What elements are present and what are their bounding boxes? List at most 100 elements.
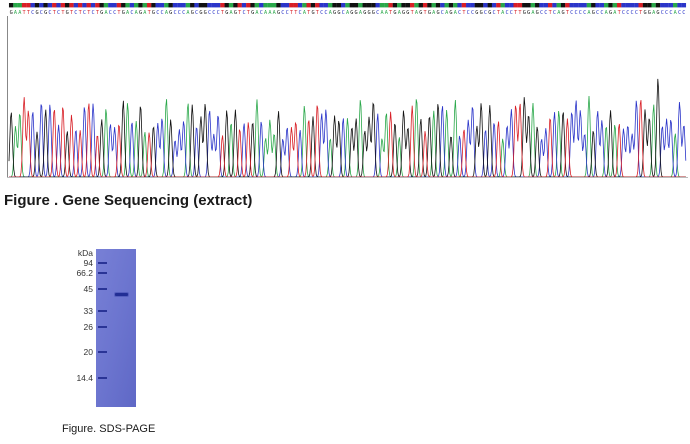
base-square: [43, 3, 48, 8]
base-letter: C: [173, 10, 176, 16]
base-letter: A: [674, 10, 678, 16]
base-square: [621, 3, 626, 8]
base-square: [276, 3, 281, 8]
base-letter: G: [536, 10, 539, 16]
base-square: [591, 3, 596, 8]
base-letter: G: [562, 10, 565, 16]
base-square: [60, 3, 66, 8]
sample-band-glow: [114, 292, 129, 297]
base-letter: A: [432, 10, 436, 16]
base-letter: C: [596, 10, 599, 16]
base-letter: G: [527, 10, 530, 16]
base-square: [522, 3, 527, 8]
base-letter: C: [510, 10, 513, 16]
base-square: [500, 3, 505, 8]
base-letter: C: [182, 10, 185, 16]
base-square: [224, 3, 229, 8]
base-square: [526, 3, 531, 8]
base-square: [509, 3, 514, 8]
base-square: [569, 3, 574, 8]
base-square: [190, 3, 195, 8]
base-square: [362, 3, 367, 8]
base-letter: G: [393, 10, 396, 16]
base-letter: C: [505, 10, 508, 16]
base-square: [668, 3, 674, 8]
base-letter: C: [48, 10, 51, 16]
base-square: [448, 3, 454, 8]
base-square: [388, 3, 393, 8]
base-letter: C: [286, 10, 289, 16]
sample-band: [115, 293, 128, 296]
base-square: [651, 3, 656, 8]
base-square: [397, 3, 402, 8]
base-square: [155, 3, 160, 8]
base-square: [353, 3, 359, 8]
base-letter: C: [57, 10, 60, 16]
base-square: [13, 3, 18, 8]
base-square: [440, 3, 445, 8]
base-square: [267, 3, 273, 8]
base-quality-squares: [8, 3, 687, 8]
base-letter: G: [355, 10, 358, 16]
base-square: [371, 3, 376, 8]
base-letter: C: [376, 10, 379, 16]
base-letter: T: [424, 10, 427, 16]
base-square: [65, 3, 70, 8]
base-letter: G: [656, 10, 659, 16]
base-letter: A: [346, 10, 350, 16]
base-letter: G: [648, 10, 651, 16]
base-letter: C: [156, 10, 159, 16]
base-letter: T: [389, 10, 392, 16]
base-square: [599, 3, 605, 8]
base-square: [543, 3, 549, 8]
base-square: [302, 3, 307, 8]
base-letter: G: [609, 10, 612, 16]
base-letter: T: [549, 10, 552, 16]
base-square: [461, 3, 467, 8]
base-square: [332, 3, 337, 8]
base-letter: G: [251, 10, 254, 16]
base-square: [99, 3, 104, 8]
marker-band: [98, 288, 107, 290]
base-square: [673, 3, 678, 8]
base-letter: T: [290, 10, 293, 16]
marker-band: [98, 377, 107, 379]
base-letter: A: [531, 10, 535, 16]
base-square: [8, 3, 14, 8]
base-letter: A: [605, 10, 609, 16]
base-letter: A: [359, 10, 363, 16]
base-letter: C: [109, 10, 112, 16]
base-letter: T: [247, 10, 250, 16]
base-letter: A: [613, 10, 617, 16]
base-square: [608, 3, 613, 8]
base-square: [47, 3, 53, 8]
base-letter: C: [31, 10, 34, 16]
base-letter: G: [311, 10, 314, 16]
base-square: [306, 3, 311, 8]
base-letter: G: [234, 10, 237, 16]
base-square: [263, 3, 268, 8]
base-letter: G: [419, 10, 422, 16]
base-letter: C: [260, 10, 263, 16]
base-letter: G: [475, 10, 478, 16]
base-letter: C: [665, 10, 668, 16]
base-square: [444, 3, 449, 8]
base-letter: G: [100, 10, 103, 16]
base-letter: A: [264, 10, 268, 16]
base-square: [39, 3, 44, 8]
base-letter: G: [350, 10, 353, 16]
gene-sequencing-caption: Figure . Gene Sequencing (extract): [4, 192, 253, 209]
base-square: [366, 3, 372, 8]
base-letter: C: [217, 10, 220, 16]
base-square: [612, 3, 618, 8]
base-square: [228, 3, 234, 8]
base-square: [638, 3, 643, 8]
base-letter: G: [488, 10, 491, 16]
base-letter: G: [277, 10, 280, 16]
base-letter: T: [497, 10, 500, 16]
base-letter: C: [113, 10, 116, 16]
base-letter: C: [669, 10, 672, 16]
base-letter: A: [186, 10, 190, 16]
base-letter: C: [631, 10, 634, 16]
base-square: [660, 3, 665, 8]
